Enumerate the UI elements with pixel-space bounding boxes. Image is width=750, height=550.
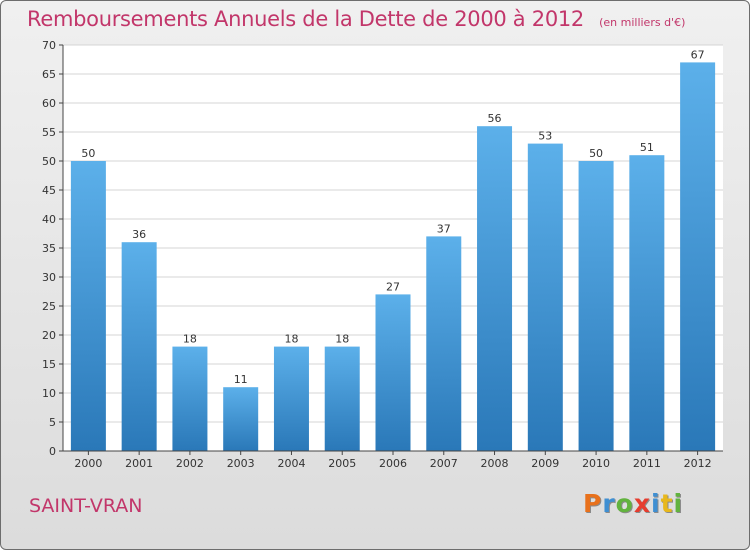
title-row: Remboursements Annuels de la Dette de 20… bbox=[27, 7, 685, 31]
y-tick-label: 35 bbox=[42, 242, 56, 255]
value-label: 27 bbox=[386, 280, 400, 293]
value-label: 36 bbox=[132, 228, 146, 241]
bar bbox=[680, 62, 716, 452]
value-label: 53 bbox=[538, 130, 552, 143]
bar bbox=[324, 346, 360, 451]
bar bbox=[70, 161, 106, 451]
y-tick-label: 20 bbox=[42, 329, 56, 342]
y-tick-label: 50 bbox=[42, 155, 56, 168]
x-tick-label: 2006 bbox=[379, 457, 407, 470]
x-tick-label: 2010 bbox=[582, 457, 610, 470]
x-tick-label: 2000 bbox=[74, 457, 102, 470]
y-tick-label: 40 bbox=[42, 213, 56, 226]
y-tick-label: 65 bbox=[42, 68, 56, 81]
value-label: 11 bbox=[234, 373, 248, 386]
y-tick-label: 0 bbox=[49, 445, 56, 458]
y-tick-label: 30 bbox=[42, 271, 56, 284]
bar bbox=[273, 346, 309, 451]
bar bbox=[121, 242, 157, 451]
x-tick-label: 2005 bbox=[328, 457, 356, 470]
value-label: 56 bbox=[488, 112, 502, 125]
x-tick-label: 2004 bbox=[277, 457, 305, 470]
x-tick-label: 2008 bbox=[481, 457, 509, 470]
y-tick-label: 25 bbox=[42, 300, 56, 313]
y-tick-label: 45 bbox=[42, 184, 56, 197]
proxiti-logo: Proxiti bbox=[583, 489, 684, 518]
bar bbox=[426, 236, 462, 451]
x-tick-label: 2001 bbox=[125, 457, 153, 470]
bar bbox=[223, 387, 259, 451]
y-tick-label: 15 bbox=[42, 358, 56, 371]
value-label: 50 bbox=[589, 147, 603, 160]
value-label: 51 bbox=[640, 141, 654, 154]
chart-subtitle: (en milliers d'€) bbox=[599, 16, 686, 29]
y-tick-label: 5 bbox=[49, 416, 56, 429]
value-label: 18 bbox=[284, 333, 298, 346]
x-tick-label: 2009 bbox=[531, 457, 559, 470]
y-tick-label: 10 bbox=[42, 387, 56, 400]
y-tick-label: 55 bbox=[42, 126, 56, 139]
city-name: SAINT-VRAN bbox=[29, 495, 143, 517]
y-tick-label: 70 bbox=[42, 39, 56, 52]
value-label: 18 bbox=[335, 333, 349, 346]
bar bbox=[578, 161, 614, 451]
bar bbox=[172, 346, 208, 451]
chart-title: Remboursements Annuels de la Dette de 20… bbox=[27, 7, 584, 31]
bar bbox=[375, 294, 411, 451]
x-tick-label: 2007 bbox=[430, 457, 458, 470]
value-label: 37 bbox=[437, 222, 451, 235]
bar bbox=[629, 155, 665, 451]
value-label: 67 bbox=[691, 48, 705, 61]
value-label: 18 bbox=[183, 333, 197, 346]
value-label: 50 bbox=[81, 147, 95, 160]
x-tick-label: 2002 bbox=[176, 457, 204, 470]
bar bbox=[527, 143, 563, 451]
x-tick-label: 2012 bbox=[684, 457, 712, 470]
bar bbox=[477, 126, 513, 451]
y-tick-label: 60 bbox=[42, 97, 56, 110]
x-tick-label: 2003 bbox=[227, 457, 255, 470]
x-tick-label: 2011 bbox=[633, 457, 661, 470]
